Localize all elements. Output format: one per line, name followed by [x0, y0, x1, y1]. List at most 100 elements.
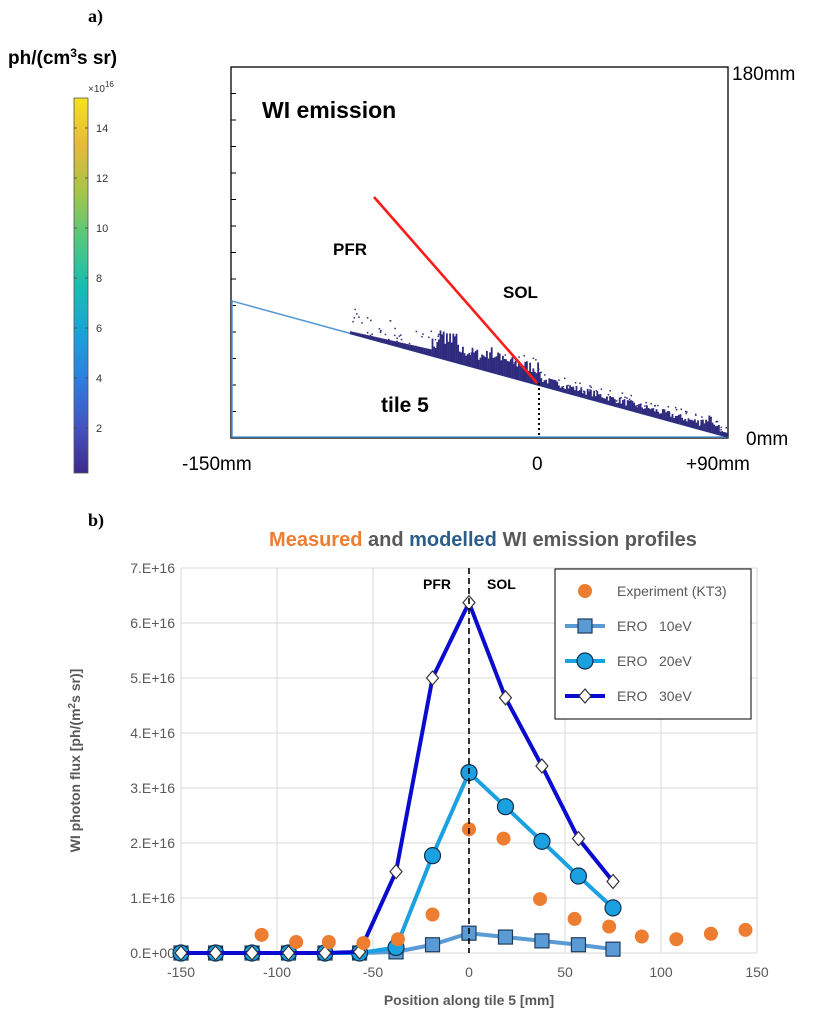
- emission-pixel: [350, 331, 352, 335]
- emission-pixel: [420, 347, 423, 354]
- emission-pixel: [690, 419, 693, 428]
- emission-pixel: [532, 368, 535, 385]
- panel-b-label: b): [88, 510, 105, 530]
- emission-pixel: [583, 390, 585, 393]
- emission-pixel: [558, 379, 560, 381]
- emission-pixel: [638, 404, 640, 414]
- emission-pixel: [351, 331, 354, 335]
- emission-pixel: [722, 432, 725, 437]
- emission-pixel: [512, 373, 514, 375]
- emission-pixel: [574, 381, 577, 384]
- emission-pixel: [606, 396, 608, 405]
- emission-pixel: [615, 402, 618, 408]
- x-tick-label: -100: [263, 964, 291, 980]
- emission-pixel: [361, 333, 363, 338]
- data-point-experiment: [356, 936, 371, 951]
- emission-pixel: [545, 379, 547, 388]
- emission-pixel: [455, 353, 457, 356]
- label-pfr: PFR: [333, 240, 367, 259]
- emission-pixel: [534, 371, 536, 385]
- emission-pixel: [538, 368, 540, 370]
- emission-pixel: [620, 397, 622, 399]
- colorbar-tick-label: 2: [96, 423, 102, 435]
- data-point-experiment: [703, 926, 718, 941]
- emission-pixel: [408, 342, 411, 345]
- emission-pixel: [578, 390, 581, 398]
- emission-pixel: [523, 355, 525, 357]
- emission-pixel: [564, 389, 567, 394]
- emission-pixel: [620, 403, 623, 409]
- emission-pixel: [422, 347, 424, 355]
- emission-pixel: [415, 345, 417, 348]
- emission-pixel: [586, 388, 589, 400]
- emission-pixel: [684, 410, 687, 413]
- emission-pixel: [497, 352, 499, 375]
- y-tick-label: 0.E+00: [130, 945, 175, 961]
- emission-pixel: [421, 335, 423, 338]
- data-point-experiment: [669, 932, 684, 947]
- emission-pixel: [609, 396, 611, 406]
- emission-pixel: [454, 336, 456, 363]
- emission-pixel: [410, 344, 413, 352]
- emission-pixel: [414, 345, 416, 352]
- emission-pixel: [425, 348, 427, 355]
- emission-pixel: [556, 381, 559, 391]
- emission-pixel: [575, 386, 578, 397]
- emission-pixel: [437, 333, 440, 336]
- emission-pixel: [719, 431, 722, 436]
- emission-pixel: [371, 333, 373, 336]
- chart-title: Measured and modelled WI emission profil…: [269, 529, 697, 551]
- emission-pixel: [514, 360, 517, 380]
- emission-pixel: [546, 383, 549, 389]
- emission-pixel: [681, 417, 683, 426]
- data-point-ero-30ev: [245, 945, 259, 961]
- emission-pixel: [685, 412, 687, 415]
- emission-pixel: [720, 429, 722, 431]
- emission-pixel: [604, 398, 607, 405]
- emission-pixel: [439, 330, 442, 359]
- emission-pixel: [385, 339, 387, 345]
- emission-pixel: [388, 339, 391, 345]
- emission-pixel: [367, 335, 370, 340]
- data-point-experiment: [738, 922, 753, 937]
- emission-pixel: [418, 346, 421, 354]
- emission-pixel: [713, 424, 715, 434]
- label-tile-5: tile 5: [381, 394, 429, 417]
- panel-a-label: a): [88, 6, 103, 26]
- emission-pixel: [516, 366, 519, 380]
- emission-pixel: [386, 339, 389, 345]
- emission-pixel: [595, 390, 598, 392]
- emission-pixel: [679, 414, 682, 425]
- emission-pixel: [662, 410, 664, 413]
- y-axis-label: WI photon flux [ph/(m2s sr)]: [67, 669, 83, 853]
- emission-pixel: [462, 346, 464, 366]
- y-tick-label: 7.E+16: [130, 560, 175, 576]
- emission-pixel: [504, 360, 507, 363]
- emission-pixel: [561, 386, 563, 393]
- emission-pixel: [482, 355, 485, 371]
- label-sol: SOL: [503, 283, 538, 302]
- x-tick-label: -50: [363, 964, 383, 980]
- data-point-ero-30ev: [571, 830, 586, 847]
- emission-pixel: [715, 421, 718, 423]
- emission-pixel: [535, 373, 538, 386]
- emission-pixel: [402, 343, 405, 349]
- emission-pixel: [642, 408, 645, 415]
- emission-pixel: [640, 403, 642, 406]
- data-point-ero-30ev: [281, 945, 296, 961]
- emission-pixel: [380, 338, 383, 343]
- emission-pixel: [390, 340, 392, 346]
- emission-pixel: [375, 337, 378, 342]
- emission-pixel: [600, 388, 603, 390]
- emission-pixel: [354, 308, 356, 311]
- emission-pixel: [469, 362, 471, 364]
- emission-pixel: [567, 384, 569, 387]
- emission-pixel: [513, 362, 516, 364]
- annotation-sol: SOL: [487, 576, 516, 592]
- emission-pixel: [593, 394, 595, 397]
- emission-pixel: [422, 333, 424, 335]
- emission-pixel: [486, 351, 488, 372]
- emission-pixel: [399, 342, 402, 348]
- emission-pixel: [602, 398, 605, 404]
- emission-pixel: [617, 402, 619, 408]
